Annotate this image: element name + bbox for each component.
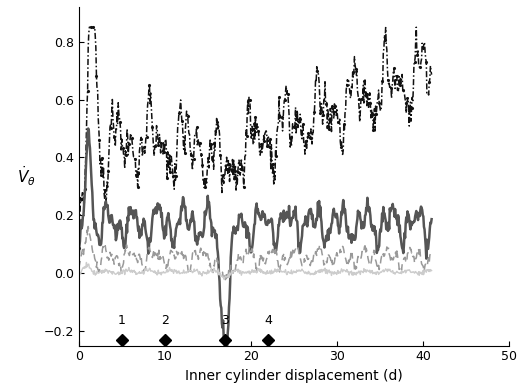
Text: 1: 1	[118, 314, 126, 327]
Text: 3: 3	[221, 314, 229, 327]
X-axis label: Inner cylinder displacement (d): Inner cylinder displacement (d)	[185, 369, 403, 383]
Text: 4: 4	[264, 314, 272, 327]
Y-axis label: $\dot{V}_{\theta}$: $\dot{V}_{\theta}$	[17, 165, 36, 188]
Text: 2: 2	[161, 314, 169, 327]
